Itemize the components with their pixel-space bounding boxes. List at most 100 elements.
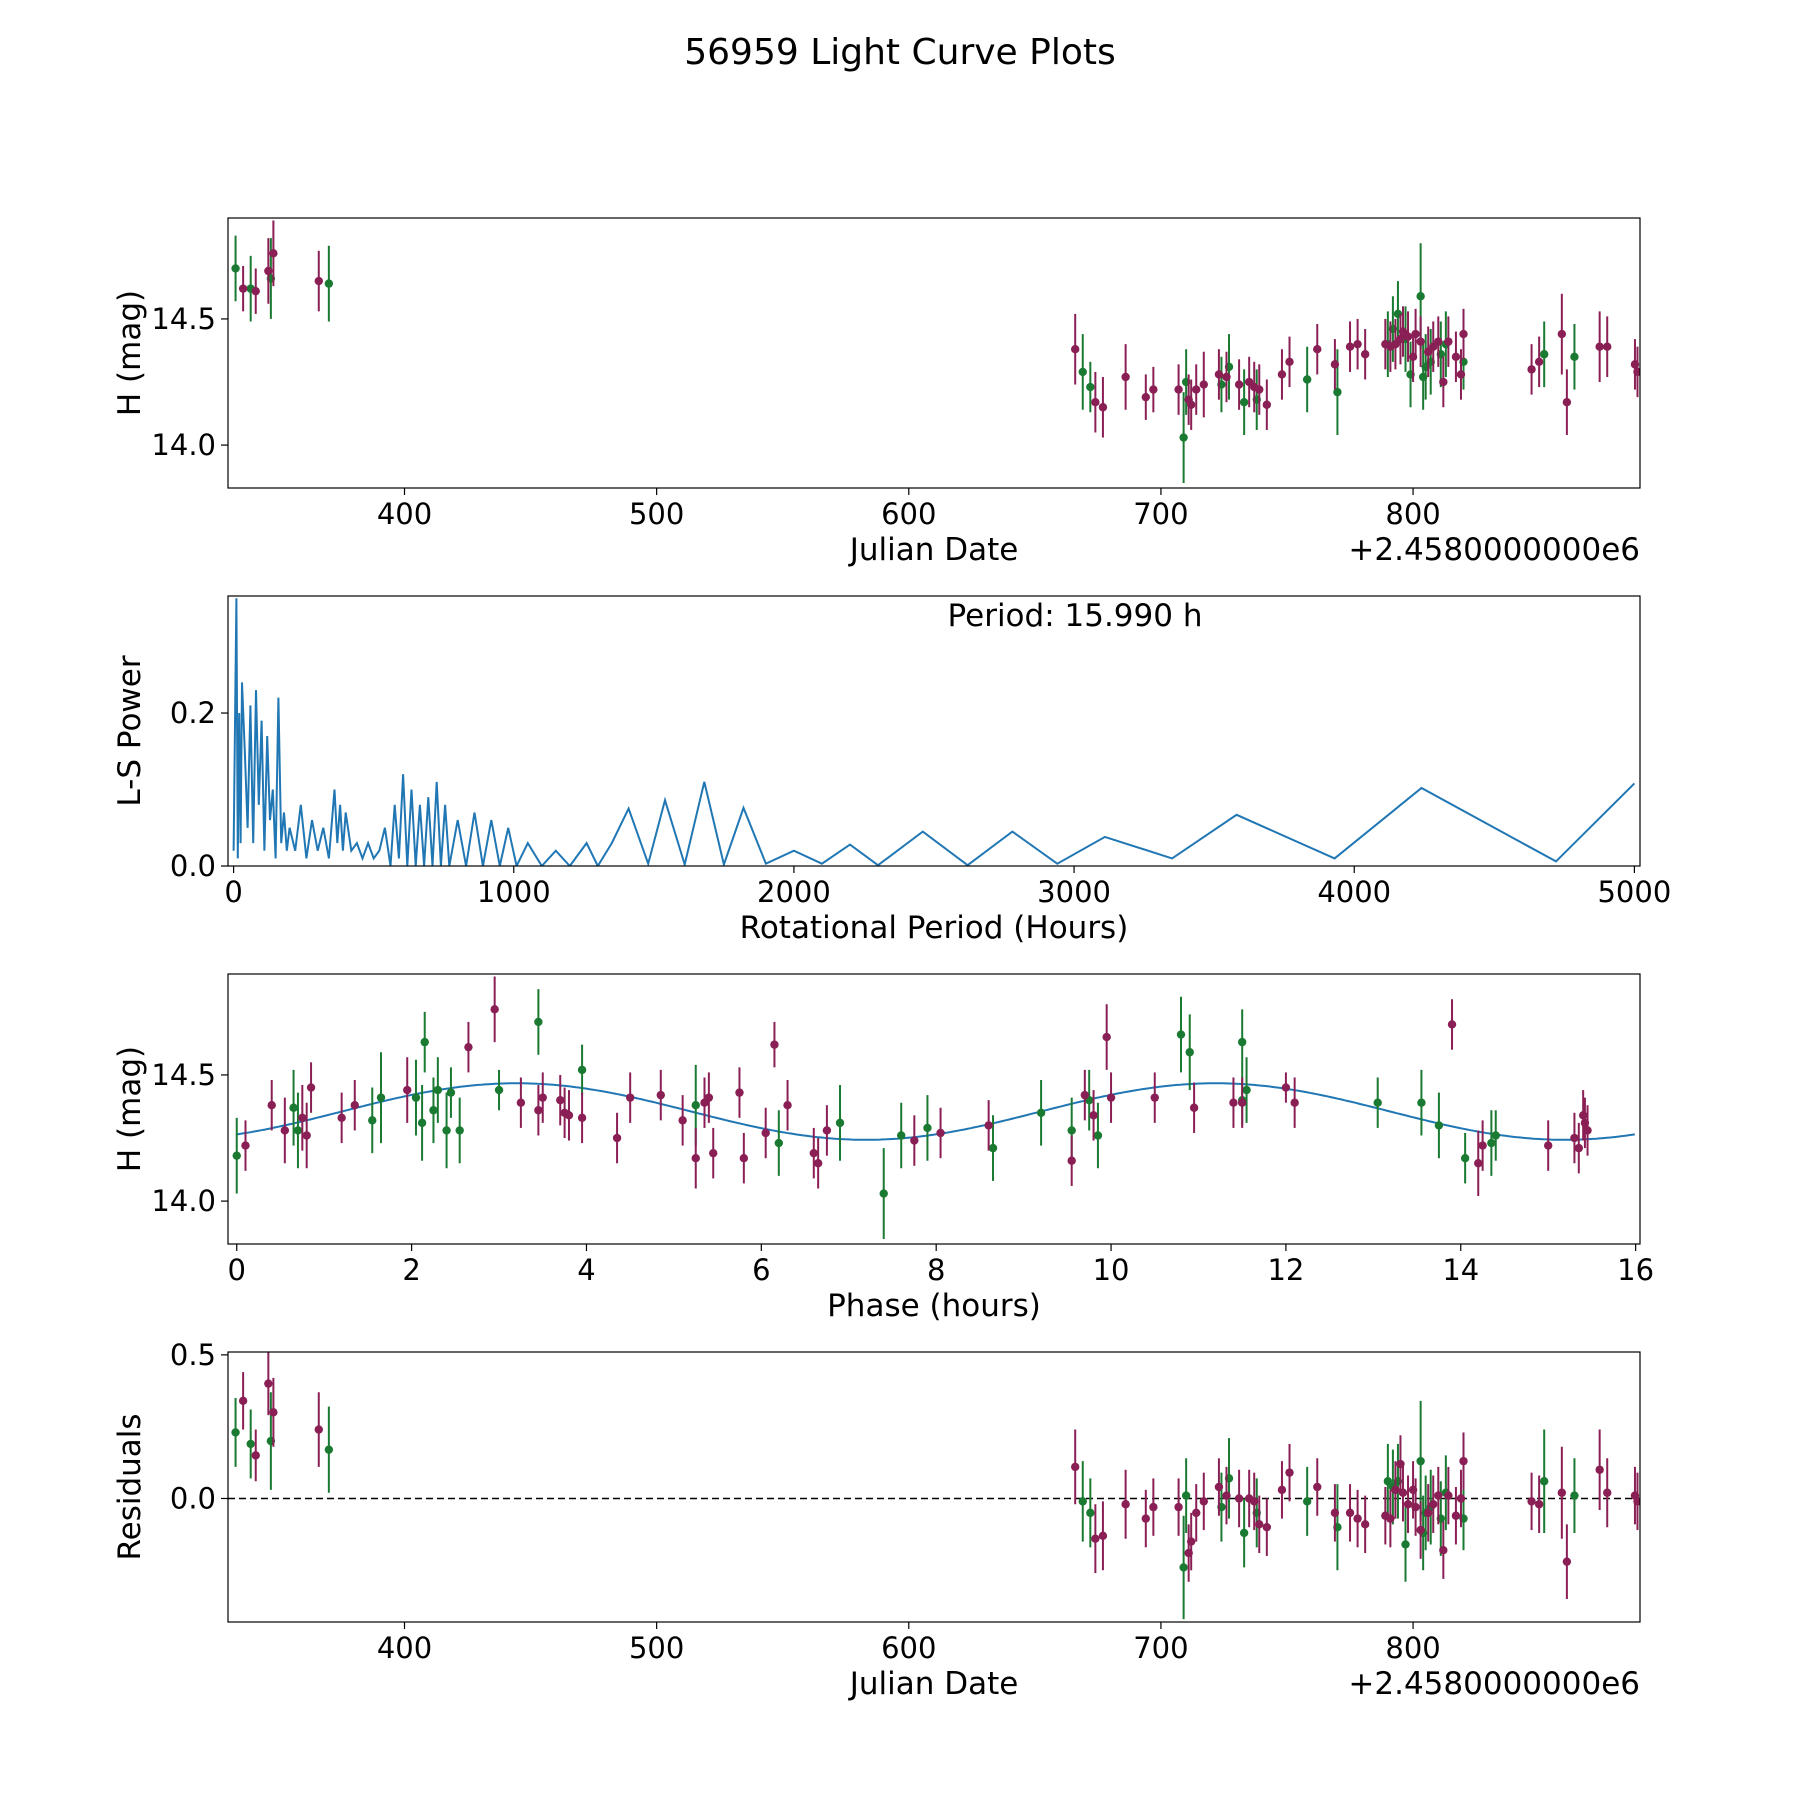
- phased-data-point: [1237, 1037, 1247, 1047]
- residuals-data-point: [1071, 1462, 1080, 1472]
- residuals-data-point: [1527, 1497, 1536, 1506]
- lightcurve-ytick-label: 14.0: [151, 428, 216, 462]
- periodogram-xtick-label: 1000: [477, 875, 551, 909]
- phased-series-1: [241, 976, 1592, 1197]
- phased-xtick-label: 4: [577, 1253, 595, 1287]
- residuals-data-point: [1411, 1502, 1420, 1512]
- lightcurve-xtick-label: 500: [629, 497, 684, 531]
- phased-data-point: [538, 1093, 547, 1102]
- phased-data-point: [1491, 1131, 1500, 1140]
- phased-data-point: [1281, 1083, 1291, 1092]
- phased-data-point: [1570, 1133, 1579, 1143]
- phased-frame: [227, 973, 1641, 1245]
- lightcurve-data-point: [1539, 350, 1549, 359]
- phased-data-point: [577, 1065, 587, 1075]
- residuals-data-point: [1141, 1514, 1151, 1523]
- lightcurve-data-point: [1192, 385, 1201, 394]
- residuals-x-axis-label: Julian Date: [848, 1666, 1019, 1702]
- phased-data-point: [625, 1093, 635, 1102]
- residuals-data-point: [1313, 1482, 1322, 1492]
- lightcurve-data-point: [1222, 372, 1231, 382]
- residuals-xtick-label: 700: [1133, 1631, 1188, 1665]
- phased-x-axis-label: Phase (hours): [827, 1288, 1041, 1324]
- phased-data-point: [420, 1037, 429, 1047]
- residuals-data-point: [1603, 1488, 1612, 1497]
- lightcurve-data-point: [1534, 357, 1544, 367]
- residuals-data-point: [1186, 1537, 1196, 1546]
- periodogram-xtick-label: 0: [224, 875, 242, 909]
- lightcurve-data-point: [1333, 387, 1342, 397]
- lightcurve-data-point: [1091, 398, 1100, 407]
- lightcurve-data-point: [264, 266, 273, 276]
- lightcurve-series-0: [231, 235, 1579, 483]
- phased-data-point: [376, 1093, 386, 1102]
- lightcurve-data-point: [1527, 365, 1536, 374]
- periodogram-xtick-label: 3000: [1037, 875, 1111, 909]
- phased-data-point: [691, 1154, 700, 1163]
- lightcurve-data-point: [1214, 370, 1224, 379]
- residuals-data-point: [238, 1396, 248, 1406]
- lightcurve-data-point: [1078, 367, 1087, 377]
- phased-data-point: [337, 1113, 346, 1123]
- lightcurve-data-point: [1416, 337, 1425, 346]
- lightcurve-offset-label: +2.4580000000e6: [1348, 532, 1640, 568]
- lightcurve-data-point: [1239, 398, 1249, 407]
- lightcurve-data-point: [1411, 329, 1420, 339]
- residuals-data-point: [1386, 1514, 1395, 1523]
- phased-data-point: [1417, 1098, 1426, 1107]
- phased-data-point: [464, 1042, 473, 1052]
- phased-data-point: [1460, 1154, 1470, 1163]
- phased-data-point: [1189, 1103, 1199, 1112]
- residuals-series-1: [238, 1352, 1640, 1600]
- phased-series-0: [232, 989, 1500, 1239]
- lightcurve-data-point: [314, 276, 323, 286]
- phased-data-point: [783, 1101, 792, 1110]
- lightcurve-data-point: [1444, 337, 1453, 346]
- periodogram-plot-area: [232, 598, 1636, 866]
- lightcurve-data-point: [1234, 380, 1244, 389]
- phased-data-point: [1578, 1111, 1588, 1120]
- periodogram-xtick-label: 5000: [1597, 875, 1671, 909]
- periodogram-ytick-label: 0.0: [170, 849, 216, 883]
- residuals-data-point: [1383, 1477, 1393, 1486]
- residuals-data-point: [1429, 1500, 1438, 1509]
- phased-data-point: [298, 1113, 307, 1123]
- residuals-y-axis-label: Residuals: [112, 1413, 148, 1560]
- lightcurve-data-point: [1086, 382, 1095, 392]
- phased-data-point: [678, 1116, 687, 1125]
- phased-data-point: [429, 1106, 438, 1115]
- phased-data-point: [1093, 1131, 1103, 1140]
- phased-data-point: [739, 1154, 749, 1163]
- lightcurve-data-point: [1434, 337, 1443, 346]
- residuals-xtick-label: 400: [377, 1631, 432, 1665]
- lightcurve-data-point: [1403, 332, 1413, 341]
- lightcurve-data-point: [238, 284, 248, 293]
- periodogram-annotation: Period: 15.990 h: [948, 598, 1203, 634]
- residuals-data-point: [1416, 1525, 1425, 1535]
- phased-data-point: [556, 1095, 565, 1105]
- residuals-series-0: [231, 1392, 1579, 1620]
- phased-data-point: [411, 1093, 421, 1102]
- periodogram-series-0: [232, 598, 1636, 866]
- lightcurve-data-point: [1451, 352, 1461, 361]
- lightcurve-data-point: [1459, 329, 1468, 339]
- phased-data-point: [813, 1159, 823, 1168]
- residuals-data-point: [1539, 1477, 1549, 1486]
- residuals-ytick-label: 0.0: [170, 1481, 216, 1515]
- periodogram-x-axis-label: Rotational Period (Hours): [740, 910, 1129, 946]
- phased-data-point: [577, 1113, 587, 1123]
- phased-data-point: [232, 1151, 241, 1160]
- residuals-data-point: [1439, 1545, 1448, 1555]
- lightcurve-data-point: [1595, 342, 1604, 351]
- phased-data-point: [1067, 1156, 1076, 1165]
- phased-data-point: [1543, 1141, 1553, 1150]
- phased-data-point: [1434, 1121, 1444, 1130]
- phased-data-point: [446, 1088, 456, 1097]
- residuals-data-point: [231, 1428, 240, 1437]
- residuals-xtick-label: 800: [1385, 1631, 1440, 1665]
- lightcurve-data-point: [1262, 400, 1272, 409]
- phased-data-point: [735, 1088, 744, 1097]
- phased-data-point: [897, 1131, 906, 1140]
- lightcurve-data-point: [1179, 433, 1188, 442]
- residuals-data-point: [1570, 1491, 1579, 1500]
